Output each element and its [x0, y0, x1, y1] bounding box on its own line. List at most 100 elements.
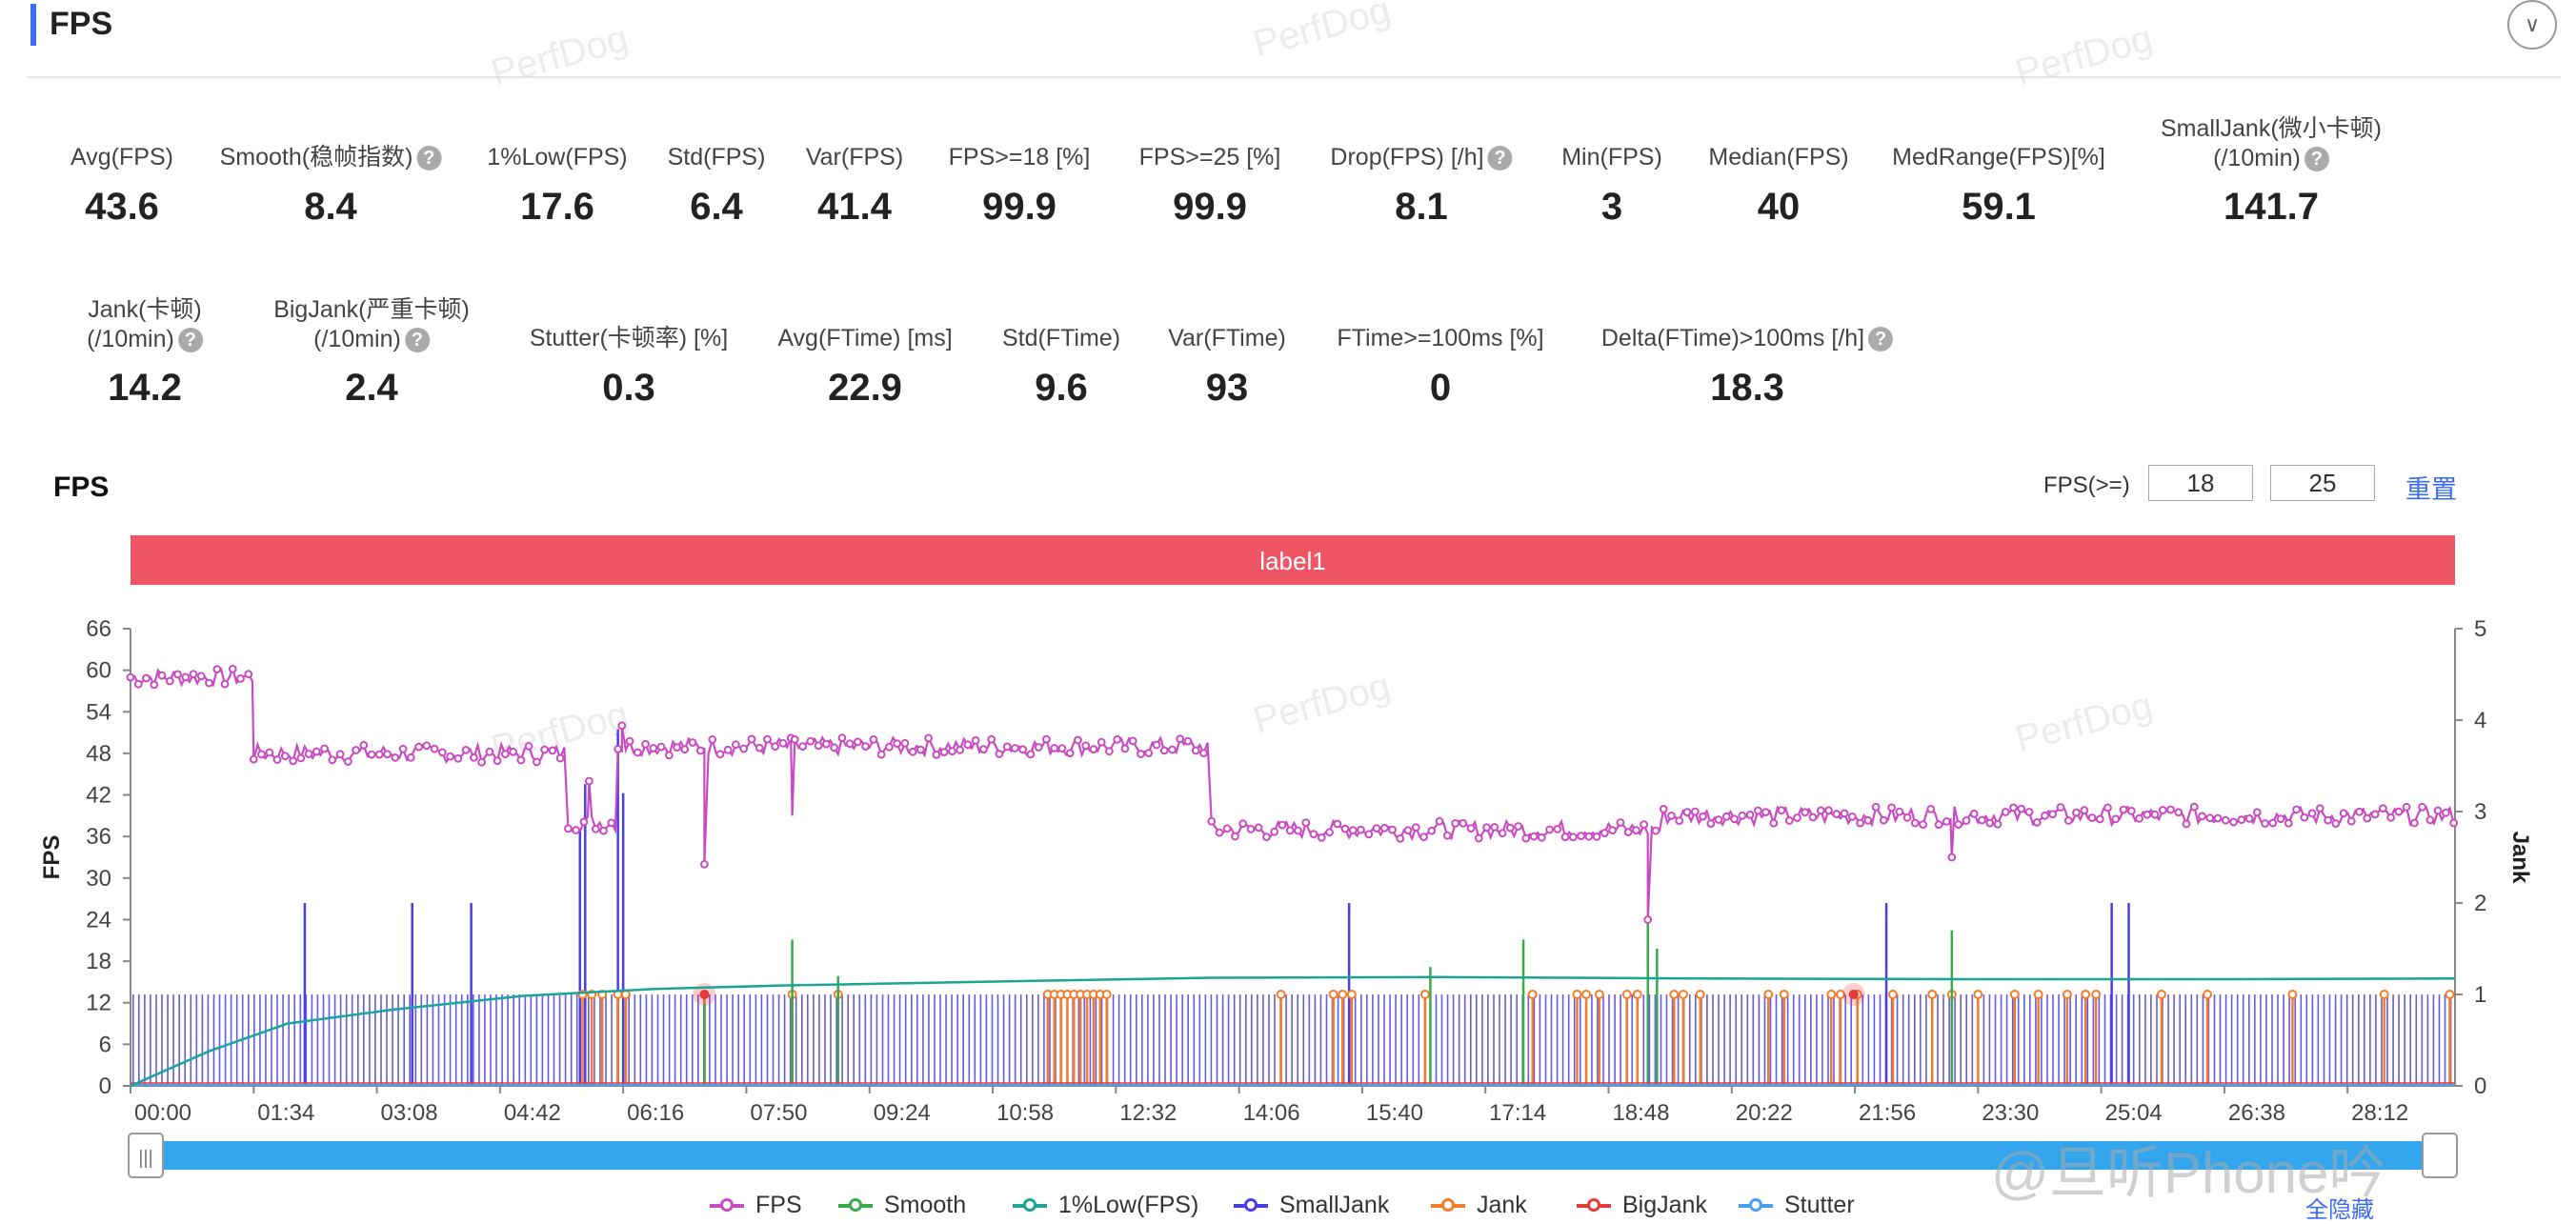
- legend-item-smooth[interactable]: Smooth: [838, 1191, 966, 1219]
- fps-point: [585, 776, 594, 786]
- legend-item-bigjank[interactable]: BigJank: [1577, 1191, 1707, 1219]
- fps-point: [1050, 744, 1059, 752]
- fps-point: [861, 742, 870, 751]
- fps-point: [1521, 833, 1531, 843]
- fps-point: [2410, 818, 2419, 828]
- fps-point: [2182, 819, 2191, 829]
- fps-point: [2205, 813, 2215, 823]
- legend-label: Stutter: [1784, 1192, 1855, 1218]
- fps-point: [2095, 814, 2104, 824]
- fps-point: [1505, 823, 1515, 833]
- fps-point: [1632, 826, 1640, 834]
- fps-point: [2032, 818, 2042, 827]
- fps-point: [664, 751, 674, 760]
- reset-link[interactable]: 重置: [2405, 475, 2457, 504]
- metric-value: 0.3: [602, 367, 655, 409]
- jank-point: [2091, 990, 2102, 999]
- fps-point: [1262, 833, 1271, 842]
- metric-value: 0: [1429, 367, 1452, 409]
- zoom-handle-left[interactable]: [128, 1133, 164, 1178]
- fps-point: [1592, 833, 1601, 841]
- y-tick-label: 54: [86, 699, 111, 725]
- legend-marker-icon: [1739, 1198, 1773, 1213]
- fps-point: [790, 734, 799, 744]
- fps-point: [2355, 807, 2365, 816]
- fps-point: [1215, 828, 1224, 837]
- fps-point: [1745, 811, 1755, 819]
- fps-point: [1934, 820, 1943, 830]
- x-tick-label: 04:42: [504, 1100, 561, 1126]
- fps-threshold-input-1[interactable]: 18: [2148, 465, 2253, 501]
- fps-point: [2284, 818, 2293, 828]
- fps-point: [1721, 812, 1731, 821]
- fps-point: [133, 679, 143, 689]
- fps-point: [1065, 749, 1075, 758]
- jank-point: [1678, 990, 1688, 999]
- legend-item-fps[interactable]: FPS: [710, 1191, 802, 1219]
- fps-point: [1238, 819, 1248, 829]
- fps-point: [1459, 818, 1468, 828]
- fps-point: [806, 736, 815, 746]
- fps-point: [971, 736, 980, 745]
- fps-point: [1333, 819, 1342, 829]
- help-icon[interactable]: ?: [1868, 327, 1894, 352]
- legend-label: FPS: [755, 1192, 802, 1218]
- help-icon[interactable]: ?: [177, 328, 203, 353]
- fps-markers: [126, 664, 2459, 924]
- fps-point: [2261, 819, 2270, 828]
- fps-point: [1808, 813, 1818, 822]
- legend-item-stutter[interactable]: Stutter: [1739, 1191, 1855, 1219]
- legend-item-1-low-fps[interactable]: 1%Low(FPS): [1013, 1191, 1198, 1219]
- fps-point: [1840, 809, 1849, 818]
- fps-point: [564, 824, 573, 833]
- x-tick-label: 25:04: [2105, 1100, 2163, 1126]
- fps-point: [900, 738, 910, 748]
- metric-label: Std(FTime): [1001, 325, 1121, 351]
- fps-point: [2379, 804, 2387, 813]
- x-tick-label: 28:12: [2351, 1100, 2408, 1126]
- metric-value: 93: [1205, 367, 1249, 409]
- fps-point: [1403, 826, 1413, 835]
- jank-point: [2033, 990, 2043, 999]
- fps-point: [1372, 824, 1381, 833]
- jank-point: [1887, 990, 1898, 999]
- fps-point: [2221, 815, 2230, 825]
- help-icon[interactable]: ?: [1487, 146, 1513, 171]
- fps-point: [1659, 805, 1668, 813]
- fps-point: [2324, 815, 2333, 825]
- fps-point: [265, 748, 274, 757]
- fps-point: [1978, 815, 1986, 825]
- help-icon[interactable]: ?: [2304, 147, 2329, 172]
- fps-point: [1753, 806, 1762, 815]
- fps-point: [869, 735, 878, 744]
- fps-point: [2009, 803, 2018, 813]
- jank-point: [1572, 990, 1582, 999]
- fps-threshold-input-2[interactable]: 25: [2270, 465, 2375, 501]
- x-tick-label: 14:06: [1243, 1100, 1300, 1126]
- help-icon[interactable]: ?: [404, 328, 430, 353]
- metric-label: Drop(FPS) [/h]?: [1330, 143, 1513, 172]
- fps-point: [555, 753, 565, 763]
- fps-point: [142, 673, 151, 683]
- fps-point: [1451, 819, 1459, 828]
- metric-value: 6.4: [690, 186, 743, 228]
- chevron-down-icon[interactable]: ∨: [2507, 0, 2557, 50]
- fps-point: [2425, 815, 2435, 825]
- legend-item-smalljank[interactable]: SmallJank: [1234, 1191, 1389, 1219]
- fps-point: [614, 745, 623, 753]
- fps-point: [516, 755, 526, 765]
- fps-point: [1863, 815, 1873, 825]
- fps-point: [189, 670, 198, 679]
- fps-point: [778, 738, 788, 748]
- metric-label: Avg(FPS): [70, 144, 173, 171]
- fps-point: [1183, 736, 1193, 746]
- fps-point: [641, 739, 650, 749]
- legend-item-jank[interactable]: Jank: [1431, 1191, 1527, 1219]
- jank-point: [2203, 990, 2213, 999]
- fps-point: [2442, 808, 2450, 817]
- help-icon[interactable]: ?: [416, 146, 442, 171]
- fps-point: [1514, 822, 1522, 831]
- fps-point: [509, 747, 517, 756]
- fps-point: [2268, 818, 2278, 828]
- zoom-handle-right[interactable]: [2422, 1133, 2458, 1178]
